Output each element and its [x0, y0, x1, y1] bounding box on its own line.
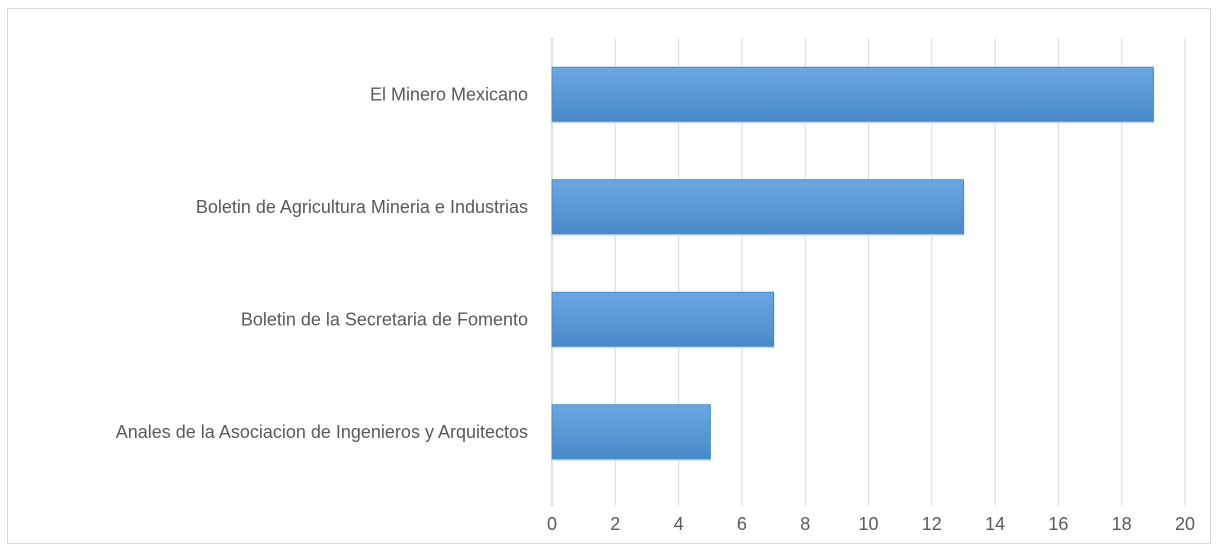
bar	[551, 291, 775, 347]
x-tick-label: 8	[800, 514, 810, 534]
x-tick-label: 16	[1048, 514, 1068, 534]
x-tick-label: 2	[610, 514, 620, 534]
bar	[551, 66, 1154, 122]
category-label: Boletin de la Secretaria de Fomento	[241, 309, 528, 329]
x-tick-label: 4	[674, 514, 684, 534]
category-label: Boletin de Agricultura Mineria e Industr…	[196, 197, 528, 217]
x-tick-label: 0	[547, 514, 557, 534]
x-tick-label: 12	[922, 514, 942, 534]
category-label: El Minero Mexicano	[370, 84, 528, 104]
x-tick-label: 18	[1112, 514, 1132, 534]
x-tick-label: 14	[985, 514, 1005, 534]
x-tick-label: 20	[1175, 514, 1195, 534]
bar	[551, 179, 964, 235]
category-label: Anales de la Asociacion de Ingenieros y …	[116, 422, 528, 442]
bars	[551, 66, 1155, 461]
x-tick-label: 6	[737, 514, 747, 534]
x-tick-labels: 0 2 4 6 8 10 12 14 16 18 20	[547, 514, 1195, 534]
category-labels: El Minero Mexicano Boletin de Agricultura…	[116, 84, 528, 442]
bar	[551, 404, 711, 460]
x-tick-label: 10	[858, 514, 878, 534]
